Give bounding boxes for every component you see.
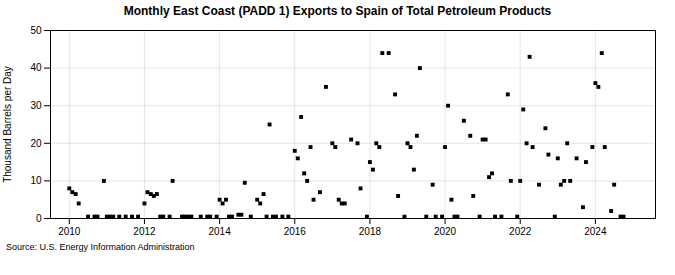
svg-text:2014: 2014	[208, 226, 231, 237]
svg-text:10: 10	[30, 175, 42, 186]
svg-text:30: 30	[30, 100, 42, 111]
svg-text:2022: 2022	[509, 226, 532, 237]
html-text:Source: U.S. Energy Informatio: Source: U.S. Energy Information Administ…	[6, 242, 195, 252]
svg-text:2020: 2020	[434, 226, 457, 237]
svg-text:2010: 2010	[58, 226, 81, 237]
svg-text:2018: 2018	[359, 226, 382, 237]
svg-text:0: 0	[36, 213, 42, 224]
svg-text:2024: 2024	[584, 226, 607, 237]
svg-text:2012: 2012	[133, 226, 156, 237]
html-text:Monthly East Coast (PADD 1) Ex: Monthly East Coast (PADD 1) Exports to S…	[123, 4, 552, 18]
svg-text:2016: 2016	[284, 226, 307, 237]
svg-text:20: 20	[30, 138, 42, 149]
svg-text:Thousand Barrels per Day: Thousand Barrels per Day	[2, 66, 13, 183]
svg-text:40: 40	[30, 62, 42, 73]
svg-text:50: 50	[30, 25, 42, 36]
